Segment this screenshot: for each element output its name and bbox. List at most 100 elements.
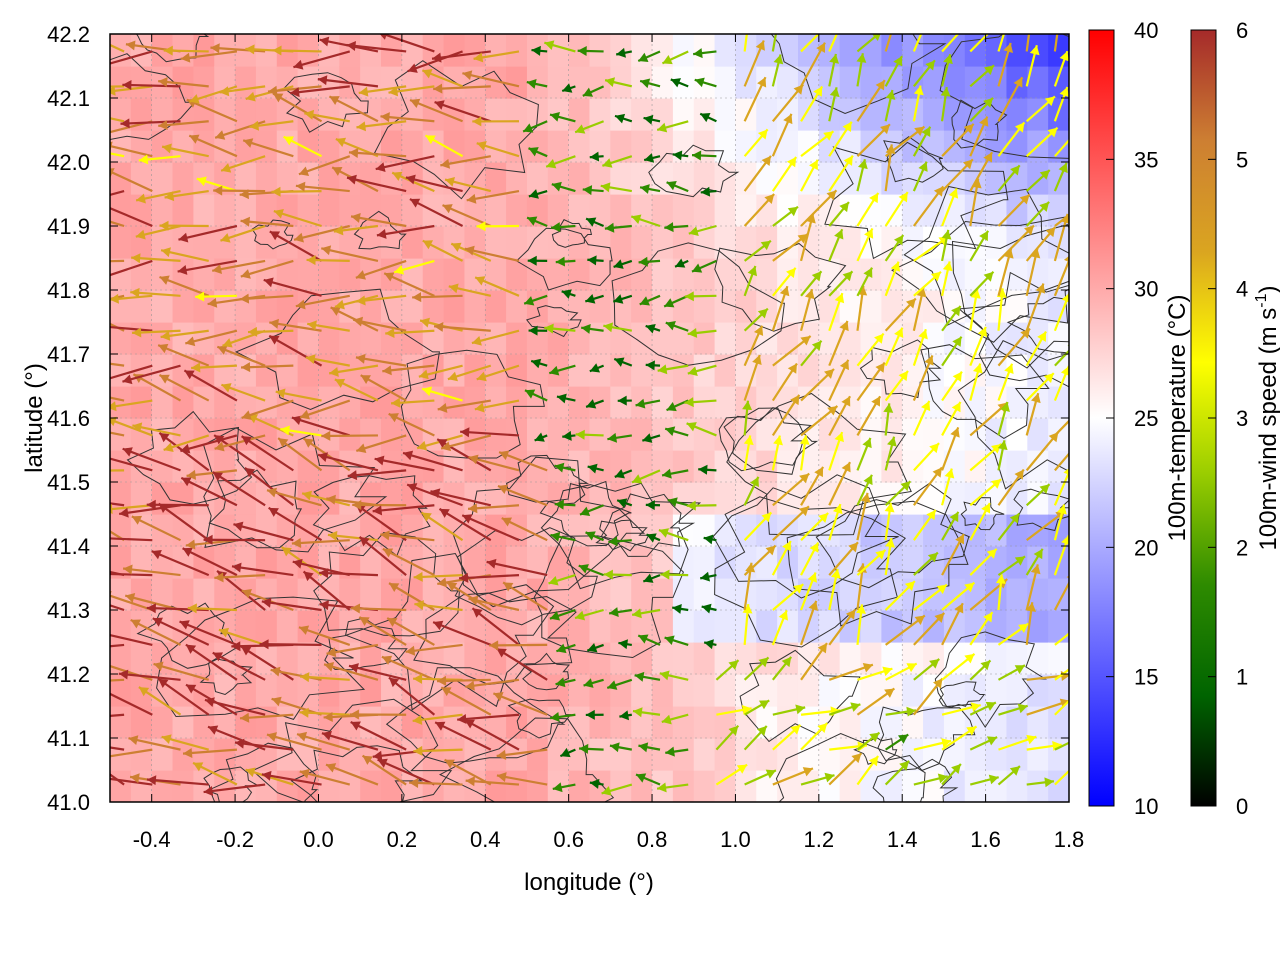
wind-arrow <box>1053 34 1059 52</box>
wind-arrow <box>110 431 125 437</box>
arrow-head <box>728 660 739 670</box>
arrow-head <box>496 749 507 760</box>
arrow-head <box>1057 504 1067 515</box>
wind-arrow <box>828 568 841 611</box>
heat-cell <box>401 546 424 579</box>
wind-arrow <box>220 155 266 173</box>
heat-cell <box>485 194 507 227</box>
arrow-head <box>846 609 856 620</box>
wind-arrow <box>412 713 463 725</box>
wind-arrow <box>459 572 520 583</box>
heat-cell <box>485 546 507 579</box>
wind-arrow <box>402 450 463 472</box>
arrow-head <box>474 402 485 413</box>
arrow-head <box>808 600 819 612</box>
wind-arrow <box>152 617 210 646</box>
arrow-head <box>694 77 705 88</box>
arrow-head <box>761 512 772 523</box>
wind-arrow <box>158 374 210 402</box>
wind-arrow <box>554 462 576 473</box>
wind-arrow <box>438 507 492 542</box>
arrow-shaft <box>358 535 407 576</box>
wind-arrow <box>828 541 859 576</box>
wind-arrow <box>388 85 435 97</box>
heat-cell <box>985 642 1008 675</box>
wind-arrow <box>744 769 777 786</box>
heat-cell <box>110 482 132 515</box>
heat-cell <box>672 34 695 67</box>
wind-arrow <box>353 316 407 332</box>
heat-cell <box>943 738 966 771</box>
contour-line <box>611 242 785 366</box>
wind-arrow <box>828 87 840 122</box>
arrow-head <box>614 469 625 479</box>
arrow-shaft <box>118 504 181 516</box>
arrow-head <box>1000 402 1010 412</box>
heat-cell <box>339 194 361 227</box>
contour-line <box>344 552 555 711</box>
arrow-shaft <box>457 713 520 721</box>
wind-arrow <box>912 85 924 122</box>
heat-cell <box>401 354 424 387</box>
wind-arrow <box>474 399 520 413</box>
arrow-head <box>263 277 274 288</box>
heat-cell <box>443 258 466 291</box>
arrow-head <box>871 396 881 407</box>
heat-cell <box>151 322 174 355</box>
heat-cell <box>589 706 611 739</box>
arrow-head <box>1014 122 1025 133</box>
wind-arrow <box>884 125 926 158</box>
contour-line <box>203 427 388 553</box>
heat-cell <box>464 290 486 323</box>
wind-arrow <box>328 95 379 123</box>
heat-cell <box>902 546 924 579</box>
wind-arrow <box>684 291 717 302</box>
arrow-head <box>298 625 310 635</box>
y-tick-label: 41.0 <box>47 790 90 815</box>
heat-cell <box>151 258 174 291</box>
heat-cell <box>756 162 778 195</box>
wind-arrow <box>1054 769 1069 786</box>
wind-arrow <box>317 75 379 88</box>
heat-cell <box>422 546 445 579</box>
arrow-head <box>158 120 168 131</box>
heat-cell <box>881 226 903 259</box>
heat-cell <box>297 578 320 611</box>
arrow-head <box>743 435 754 446</box>
wind-arrow <box>771 156 798 192</box>
contour-line <box>533 535 684 659</box>
heat-cell <box>318 130 340 163</box>
arrow-shaft <box>110 396 125 402</box>
arrow-shaft <box>269 230 323 262</box>
arrow-shaft <box>407 50 463 73</box>
heat-cell <box>985 322 1008 355</box>
heat-cell <box>506 610 528 643</box>
wind-arrow <box>110 85 125 88</box>
heat-cell <box>631 610 653 643</box>
arrow-head <box>327 530 338 541</box>
heat-cell <box>589 226 611 259</box>
wind-arrow <box>549 112 576 123</box>
x-tick-label: -0.2 <box>216 827 254 852</box>
heat-cell <box>464 418 486 451</box>
heat-cell <box>652 610 674 643</box>
arrow-head <box>414 600 424 611</box>
heat-cell <box>860 450 882 483</box>
y-axis-label: latitude (°) <box>21 363 48 473</box>
wind-arrow <box>464 718 520 751</box>
arrow-shaft <box>386 617 435 646</box>
heat-cell <box>547 738 570 771</box>
arrow-head <box>700 186 711 197</box>
heat-cell <box>360 386 382 419</box>
heat-cell <box>693 162 716 195</box>
wind-arrow <box>828 270 854 297</box>
heat-cell <box>693 546 716 579</box>
heat-cell <box>839 482 862 515</box>
arrow-head <box>632 474 643 484</box>
heat-cell <box>360 482 382 515</box>
wind-arrow <box>548 574 576 586</box>
arrow-head <box>122 80 132 91</box>
arrow-head <box>790 724 801 735</box>
arrow-head <box>787 206 798 217</box>
arrow-head <box>549 365 560 376</box>
